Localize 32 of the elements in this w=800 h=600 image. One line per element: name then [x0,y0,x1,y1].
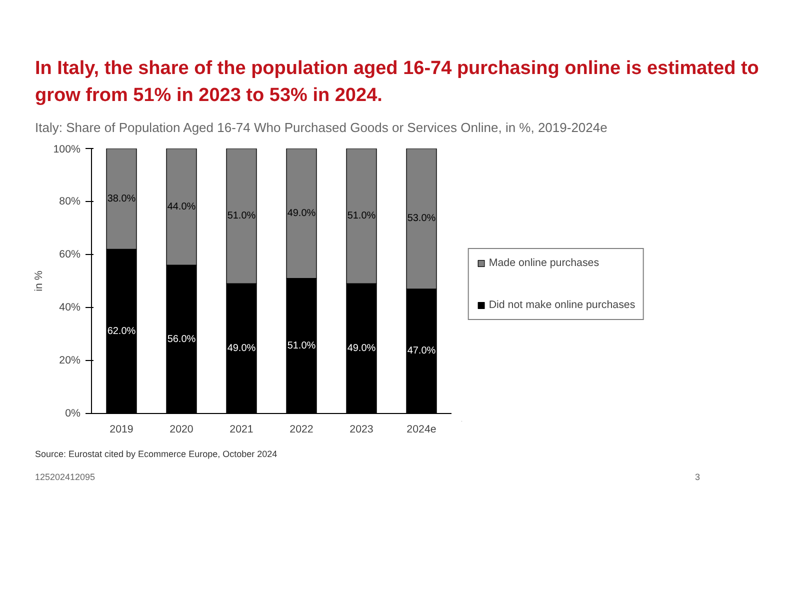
data-label: 56.0% [167,334,196,345]
x-tick-label: 2023 [350,423,374,436]
data-label: 49.0% [347,342,376,354]
x-tick-label: 2019 [110,423,134,436]
data-label: 44.0% [167,201,196,212]
data-label: 38.0% [107,193,136,204]
chart-title: In Italy, the share of the population aged 16-74 purchasing online is estimated to grow from 51% in 2023 to 53% in 2024. [35,57,760,108]
x-tick-label: 2022 [290,423,314,436]
x-tick-label: 2021 [230,423,254,436]
y-tick-label: 0% [65,407,82,420]
data-label: 62.0% [107,326,136,337]
data-label: 53.0% [407,213,436,224]
text: 125202412095 [35,470,96,484]
y-tick-label: 40% [59,301,82,314]
data-label: 49.0% [227,342,256,354]
y-tick-label: 100% [53,143,82,156]
text: 3 [695,470,700,484]
y-axis-title: in % [33,270,46,292]
data-label: 51.0% [347,210,376,222]
legend-label: Made online purchases [488,257,600,270]
legend-label: Did not make online purchases [488,299,636,312]
x-tick-label: 2020 [170,423,194,436]
data-label: 47.0% [407,346,436,357]
source-note: Source: Eurostat cited by Ecommerce Europe, October 2024 [35,448,278,461]
y-tick-label: 60% [59,248,82,260]
chart-subtitle: Italy: Share of Population Aged 16-74 Who Purchased Goods or Services Online, in %, 2019-2024e [35,119,608,138]
y-tick-label: 80% [59,195,82,208]
x-tick-label: 2024e [406,423,436,436]
data-label: 49.0% [287,208,316,219]
y-tick-label: 20% [59,354,82,366]
data-label: 51.0% [287,340,316,352]
data-label: 51.0% [227,210,256,222]
